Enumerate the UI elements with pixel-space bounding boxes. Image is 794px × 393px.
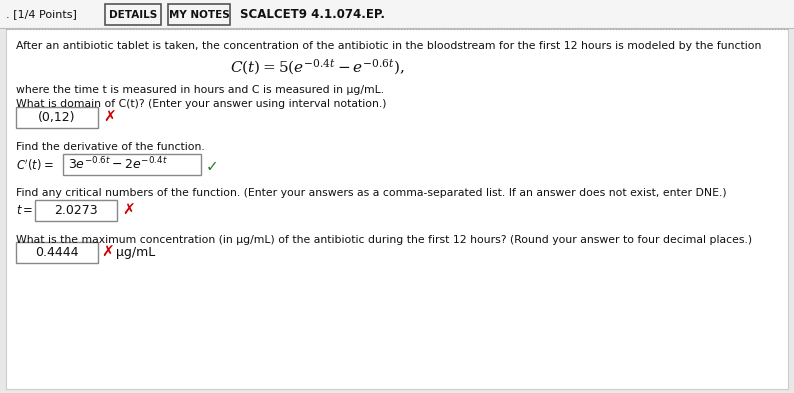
Text: MY NOTES: MY NOTES [168, 9, 229, 20]
Text: $C'(t) =$: $C'(t) =$ [16, 157, 54, 173]
Text: ✓: ✓ [206, 159, 219, 174]
Text: After an antibiotic tablet is taken, the concentration of the antibiotic in the : After an antibiotic tablet is taken, the… [16, 41, 761, 51]
Text: DETAILS: DETAILS [109, 9, 157, 20]
Text: Find any critical numbers of the function. (Enter your answers as a comma-separa: Find any critical numbers of the functio… [16, 188, 727, 198]
Text: (0,12): (0,12) [38, 111, 75, 124]
Text: ✗: ✗ [103, 110, 116, 125]
Text: What is domain of C(t)? (Enter your answer using interval notation.): What is domain of C(t)? (Enter your answ… [16, 99, 387, 109]
Text: Find the derivative of the function.: Find the derivative of the function. [16, 142, 205, 152]
Text: where the time t is measured in hours and C is measured in μg/mL.: where the time t is measured in hours an… [16, 85, 384, 95]
Text: ✗: ✗ [101, 245, 114, 260]
Text: What is the maximum concentration (in μg/mL) of the antibiotic during the first : What is the maximum concentration (in μg… [16, 235, 752, 245]
Bar [105, 4, 161, 25]
Text: 2.0273: 2.0273 [54, 204, 98, 217]
Bar [0, 0, 794, 28]
Bar [16, 242, 98, 263]
Text: $t =$: $t =$ [16, 204, 33, 217]
Text: ✗: ✗ [122, 203, 135, 218]
Bar [63, 154, 201, 175]
Text: μg/mL: μg/mL [116, 246, 156, 259]
Bar [168, 4, 230, 25]
Text: SCALCET9 4.1.074.EP.: SCALCET9 4.1.074.EP. [240, 7, 385, 20]
Text: $3e^{-0.6t} - 2e^{-0.4t}$: $3e^{-0.6t} - 2e^{-0.4t}$ [68, 156, 168, 173]
Text: 0.4444: 0.4444 [35, 246, 79, 259]
Bar [35, 200, 117, 221]
Text: $C(t) = 5(e^{-0.4t} - e^{-0.6t}),$: $C(t) = 5(e^{-0.4t} - e^{-0.6t}),$ [230, 57, 404, 77]
Bar [16, 107, 98, 128]
Text: . [1/4 Points]: . [1/4 Points] [6, 9, 77, 19]
